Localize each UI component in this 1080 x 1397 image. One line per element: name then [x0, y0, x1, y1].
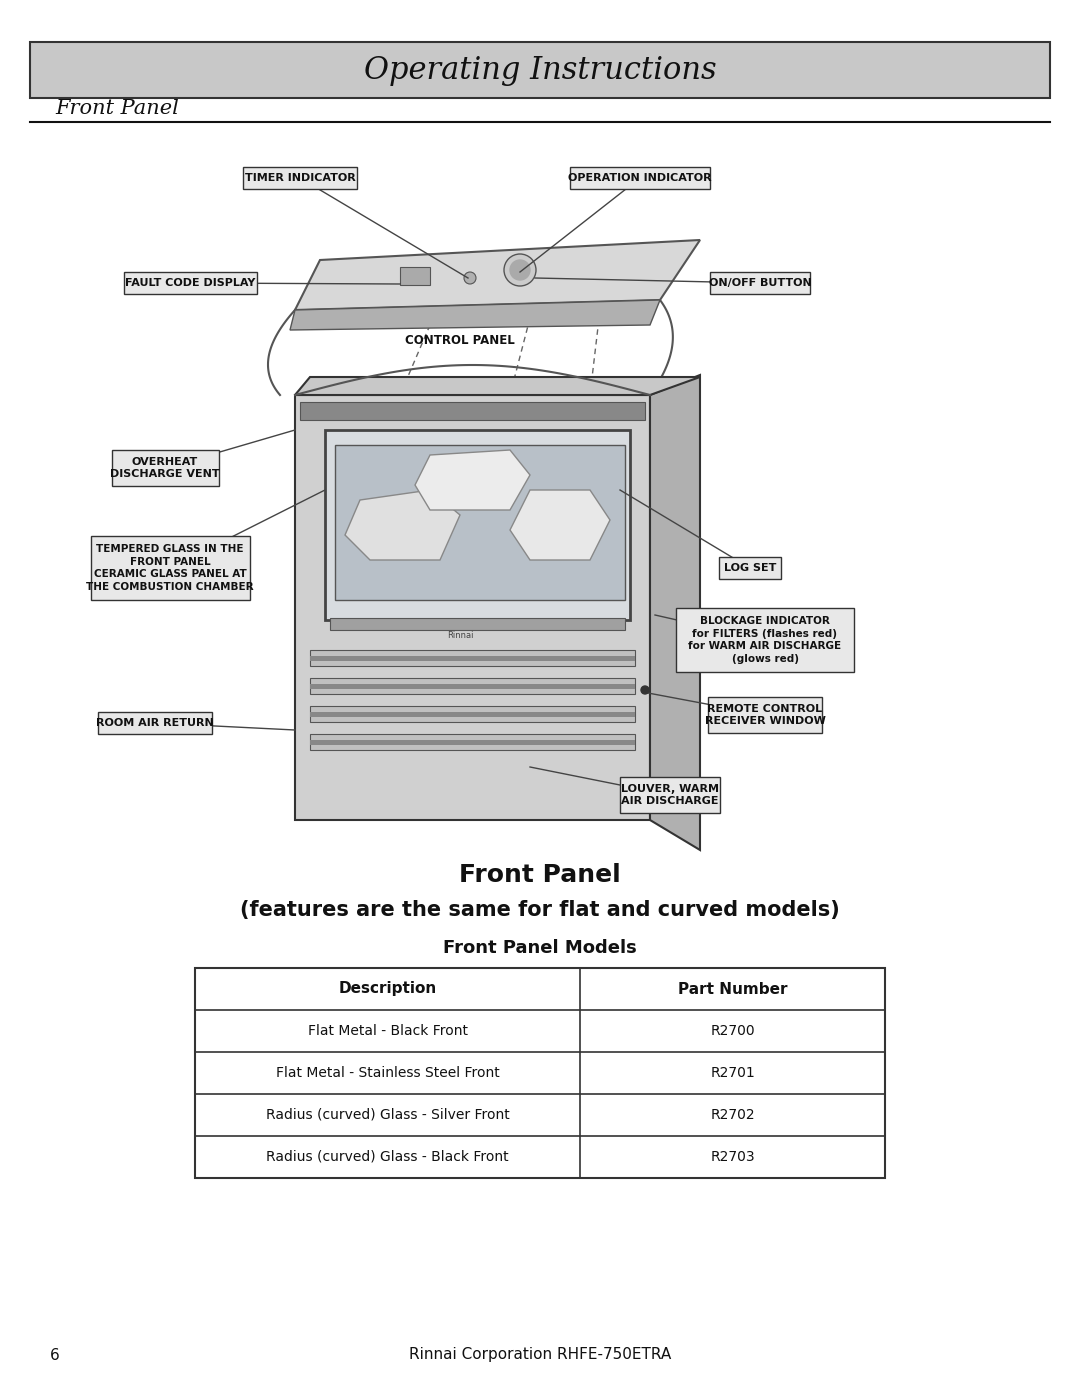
FancyBboxPatch shape — [310, 650, 635, 666]
FancyBboxPatch shape — [123, 272, 257, 293]
FancyBboxPatch shape — [310, 657, 635, 661]
FancyBboxPatch shape — [330, 617, 625, 630]
Text: Front Panel: Front Panel — [55, 99, 179, 117]
Text: Part Number: Part Number — [678, 982, 787, 996]
FancyBboxPatch shape — [676, 608, 854, 672]
Text: R2703: R2703 — [711, 1150, 755, 1164]
FancyBboxPatch shape — [310, 740, 635, 745]
FancyBboxPatch shape — [310, 685, 635, 689]
FancyBboxPatch shape — [310, 712, 635, 717]
Text: R2702: R2702 — [711, 1108, 755, 1122]
Text: Rinnai: Rinnai — [447, 630, 473, 640]
FancyBboxPatch shape — [295, 395, 650, 820]
FancyBboxPatch shape — [310, 705, 635, 722]
Polygon shape — [295, 377, 700, 395]
FancyBboxPatch shape — [570, 168, 710, 189]
FancyBboxPatch shape — [30, 42, 1050, 98]
FancyBboxPatch shape — [195, 968, 885, 1178]
FancyBboxPatch shape — [325, 430, 630, 620]
FancyBboxPatch shape — [310, 678, 635, 694]
Polygon shape — [345, 490, 460, 560]
Polygon shape — [295, 240, 700, 310]
Text: 6: 6 — [50, 1348, 59, 1362]
Text: CONTROL PANEL: CONTROL PANEL — [405, 334, 515, 346]
FancyBboxPatch shape — [708, 697, 822, 733]
FancyBboxPatch shape — [91, 536, 249, 599]
Text: LOUVER, WARM
AIR DISCHARGE: LOUVER, WARM AIR DISCHARGE — [621, 784, 719, 806]
Text: ROOM AIR RETURN: ROOM AIR RETURN — [96, 718, 214, 728]
FancyBboxPatch shape — [400, 267, 430, 285]
Polygon shape — [650, 374, 700, 849]
Polygon shape — [510, 490, 610, 560]
Text: (features are the same for flat and curved models): (features are the same for flat and curv… — [240, 900, 840, 921]
Text: BLOCKAGE INDICATOR
for FILTERS (flashes red)
for WARM AIR DISCHARGE
(glows red): BLOCKAGE INDICATOR for FILTERS (flashes … — [688, 616, 841, 664]
Text: LOG SET: LOG SET — [724, 563, 777, 573]
Text: Radius (curved) Glass - Black Front: Radius (curved) Glass - Black Front — [266, 1150, 509, 1164]
Text: ON/OFF BUTTON: ON/OFF BUTTON — [708, 278, 811, 288]
Circle shape — [464, 272, 476, 284]
FancyBboxPatch shape — [310, 733, 635, 750]
Text: Front Panel Models: Front Panel Models — [443, 939, 637, 957]
Text: OPERATION INDICATOR: OPERATION INDICATOR — [568, 173, 712, 183]
Text: Operating Instructions: Operating Instructions — [364, 54, 716, 85]
Text: Description: Description — [338, 982, 436, 996]
Text: REMOTE CONTROL
RECEIVER WINDOW: REMOTE CONTROL RECEIVER WINDOW — [704, 704, 825, 726]
Text: Front Panel: Front Panel — [459, 863, 621, 887]
Polygon shape — [291, 300, 660, 330]
Text: Flat Metal - Stainless Steel Front: Flat Metal - Stainless Steel Front — [275, 1066, 499, 1080]
FancyBboxPatch shape — [719, 557, 781, 578]
Circle shape — [642, 686, 649, 694]
Circle shape — [510, 260, 530, 279]
FancyBboxPatch shape — [620, 777, 720, 813]
Text: R2701: R2701 — [711, 1066, 755, 1080]
Text: Flat Metal - Black Front: Flat Metal - Black Front — [308, 1024, 468, 1038]
FancyBboxPatch shape — [335, 446, 625, 599]
FancyBboxPatch shape — [111, 450, 218, 486]
FancyBboxPatch shape — [98, 712, 212, 733]
FancyBboxPatch shape — [243, 168, 356, 189]
Text: Radius (curved) Glass - Silver Front: Radius (curved) Glass - Silver Front — [266, 1108, 510, 1122]
FancyBboxPatch shape — [710, 272, 810, 293]
Text: OVERHEAT
DISCHARGE VENT: OVERHEAT DISCHARGE VENT — [110, 457, 220, 479]
Text: TIMER INDICATOR: TIMER INDICATOR — [245, 173, 355, 183]
Polygon shape — [415, 450, 530, 510]
Text: R2700: R2700 — [711, 1024, 755, 1038]
Text: FAULT CODE DISPLAY: FAULT CODE DISPLAY — [125, 278, 255, 288]
Text: TEMPERED GLASS IN THE
FRONT PANEL
CERAMIC GLASS PANEL AT
THE COMBUSTION CHAMBER: TEMPERED GLASS IN THE FRONT PANEL CERAMI… — [86, 545, 254, 591]
FancyBboxPatch shape — [300, 402, 645, 420]
Circle shape — [504, 254, 536, 286]
Text: Rinnai Corporation RHFE-750ETRA: Rinnai Corporation RHFE-750ETRA — [409, 1348, 671, 1362]
